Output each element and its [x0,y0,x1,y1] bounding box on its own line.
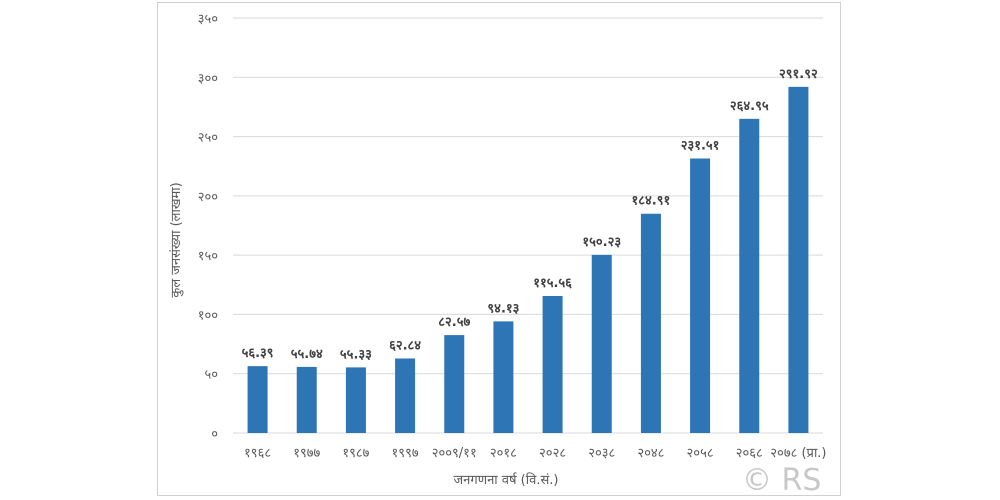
bar-data-label: २६४.९५ [730,99,769,114]
watermark: © RS [742,463,821,498]
bar-data-label: ८२.५७ [438,315,470,330]
bar-data-label: ५५.७४ [291,347,323,362]
bar-data-label: ५६.३९ [242,346,274,361]
y-tick-label: १०० [198,308,218,323]
bar [345,367,366,433]
x-axis-title: जनगणना वर्ष (वि.सं.) [454,472,559,488]
bar [739,118,760,433]
y-tick-label: १५० [198,249,218,264]
x-tick-label: १९८७ [342,446,369,461]
bar-data-label: २३१.५१ [681,138,720,153]
x-tick-label: २०१८ [490,446,517,461]
x-tick-label: २०२८ [539,446,566,461]
x-tick-label: २०३८ [588,446,615,461]
bar-data-label: १५०.२३ [582,235,621,250]
x-tick-label: २००९/११ [432,446,477,461]
y-tick-label: ५० [204,368,218,383]
bar [690,158,711,433]
x-tick-label: २०६८ [736,446,763,461]
bar [493,321,514,433]
bar-data-label: ११५.५६ [533,276,572,291]
bar [542,295,563,433]
x-tick-label: २०७८ (प्रा.) [770,446,826,461]
bar [640,213,661,433]
y-tick-label: २५० [198,131,218,146]
bar-data-label: ६२.८४ [389,338,421,353]
bar [247,366,268,433]
y-tick-label: ३०० [198,71,218,86]
bar-data-label: २९१.९२ [779,67,818,82]
x-tick-label: १९६८ [244,446,271,461]
bar-data-label: १८४.९१ [632,194,671,209]
bar [591,254,612,433]
y-tick-label: ० [211,427,218,442]
x-tick-label: १९९७ [392,446,419,461]
y-tick-label: ३५० [198,12,218,27]
bar [788,86,809,434]
bar-data-label: ५५.३३ [340,347,372,362]
x-tick-label: २०४८ [637,446,664,461]
bar [296,366,317,433]
y-tick-label: २०० [198,190,218,205]
bar [444,335,465,433]
x-tick-label: २०५८ [687,446,714,461]
bar [395,358,416,433]
y-axis-title: कुल जनसंख्या (लाखमा) [169,182,184,297]
bar-data-label: ९४.१३ [487,301,519,316]
x-tick-label: १९७७ [293,446,320,461]
